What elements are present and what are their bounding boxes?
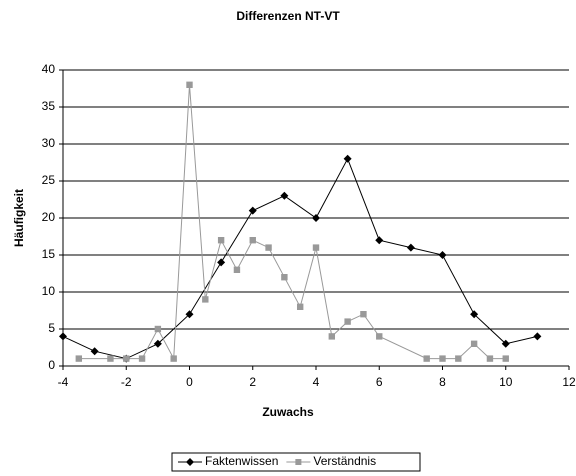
- series-line: [62, 157, 538, 360]
- data-point: [186, 81, 193, 88]
- data-point: [170, 355, 177, 362]
- data-point: [217, 258, 226, 267]
- legend-marker: [186, 458, 194, 466]
- y-tick-label: 30: [42, 136, 56, 150]
- data-point: [486, 355, 494, 362]
- data-point: [123, 355, 130, 362]
- x-tick-label: 10: [499, 375, 513, 389]
- data-point: [470, 340, 478, 347]
- chart-title: Differenzen NT-VT: [236, 9, 340, 23]
- data-point: [343, 154, 352, 163]
- data-point: [533, 332, 542, 341]
- x-tick-label: -2: [121, 375, 132, 389]
- data-point: [281, 274, 288, 281]
- x-tick-label: 12: [562, 375, 576, 389]
- data-point: [249, 237, 256, 244]
- data-point: [375, 236, 384, 245]
- y-tick-label: 35: [42, 99, 56, 113]
- data-point: [248, 206, 257, 215]
- x-axis-label: Zuwachs: [262, 405, 314, 419]
- data-point: [154, 325, 162, 333]
- data-point: [312, 244, 320, 251]
- y-tick-label: 15: [42, 247, 56, 261]
- x-tick-label: -4: [58, 375, 69, 389]
- data-point: [455, 355, 462, 362]
- y-tick-label: 10: [42, 284, 56, 298]
- data-point: [217, 237, 225, 244]
- y-tick-label: 20: [42, 210, 56, 224]
- data-point: [470, 310, 479, 319]
- data-point: [153, 339, 162, 348]
- data-point: [438, 251, 447, 259]
- data-point: [406, 243, 415, 252]
- x-tick-label: 4: [313, 375, 320, 389]
- data-point: [328, 333, 336, 340]
- data-point: [360, 311, 367, 318]
- series-line: [78, 84, 506, 361]
- data-point: [439, 355, 446, 362]
- x-tick-label: 6: [376, 375, 383, 389]
- x-tick-label: 2: [249, 375, 256, 389]
- data-point: [376, 333, 383, 340]
- data-point: [423, 355, 430, 362]
- data-point: [312, 214, 320, 222]
- data-point: [501, 339, 510, 348]
- data-point: [107, 355, 114, 362]
- data-point: [502, 355, 509, 362]
- y-axis-label: Häufigkeit: [12, 189, 26, 247]
- data-point: [59, 332, 67, 341]
- legend-label: Faktenwissen: [205, 454, 278, 468]
- data-point: [265, 244, 272, 251]
- legend-marker: [295, 459, 302, 465]
- data-point: [202, 296, 209, 303]
- legend-label: Verständnis: [313, 454, 376, 468]
- x-tick-label: 0: [186, 375, 193, 389]
- data-point: [296, 303, 304, 310]
- y-tick-label: 25: [42, 173, 56, 187]
- data-point: [75, 355, 83, 362]
- x-tick-label: 8: [439, 375, 446, 389]
- data-point: [233, 266, 241, 273]
- data-point: [90, 347, 99, 356]
- data-point: [280, 191, 289, 200]
- y-tick-label: 0: [48, 358, 55, 372]
- data-point: [138, 355, 146, 362]
- y-tick-label: 5: [48, 321, 55, 335]
- data-point: [185, 310, 194, 319]
- data-point: [344, 318, 351, 325]
- y-tick-label: 40: [42, 62, 56, 76]
